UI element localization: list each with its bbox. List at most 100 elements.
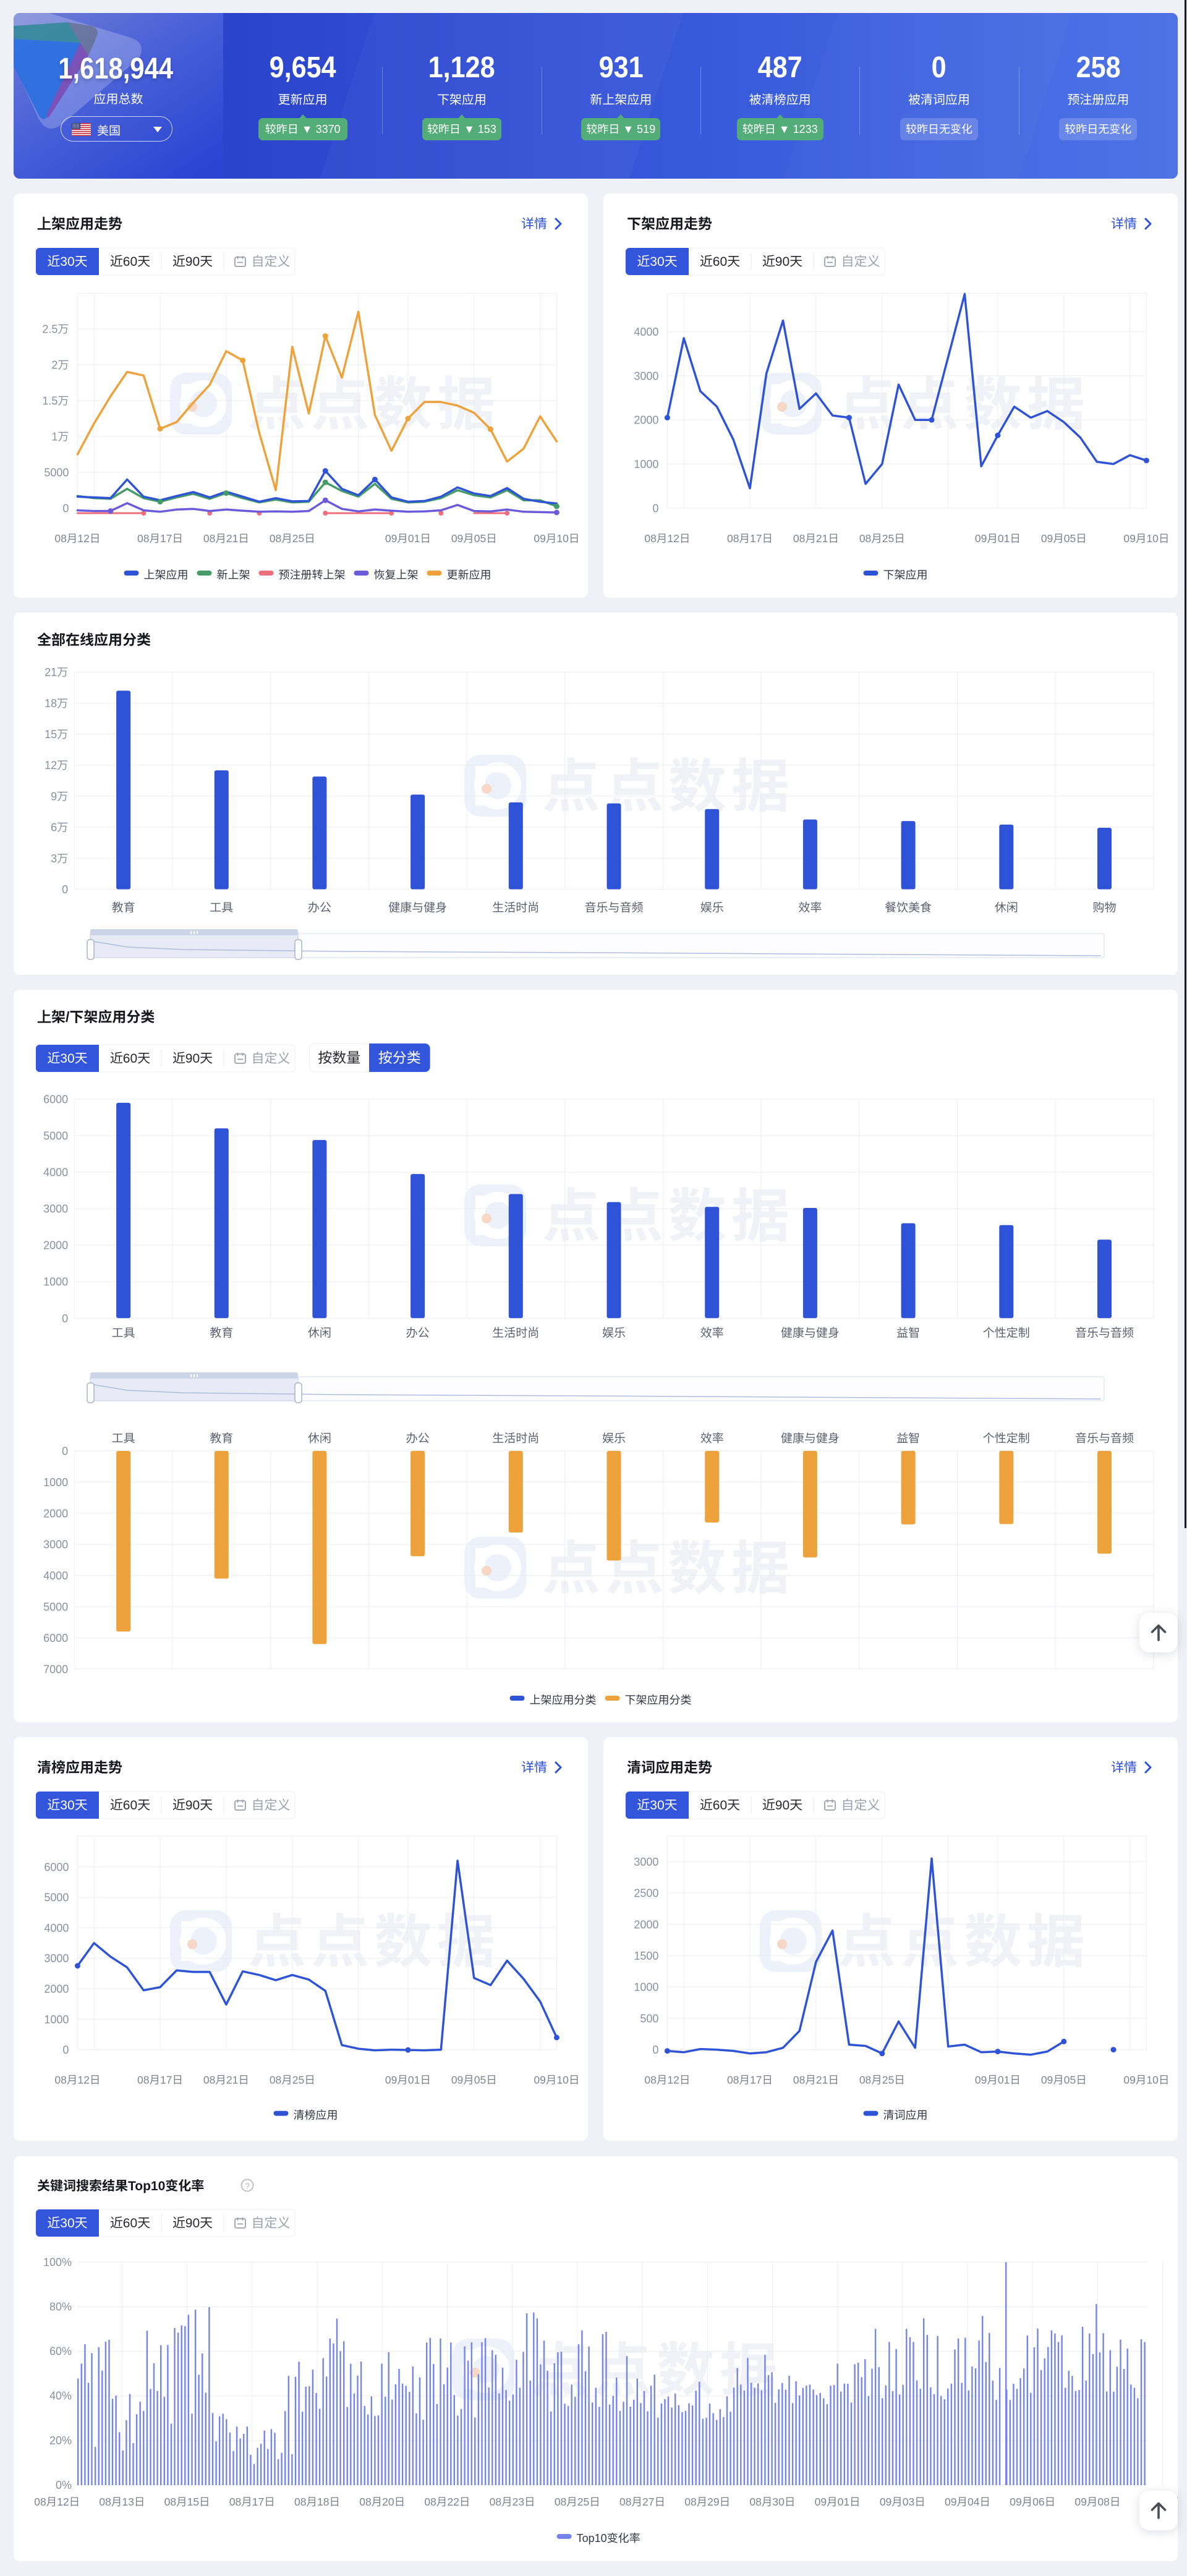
svg-text:下架应用分类: 下架应用分类 bbox=[625, 1694, 692, 1706]
svg-text:08月30日: 08月30日 bbox=[749, 2496, 795, 2508]
svg-text:近60天: 近60天 bbox=[700, 1798, 740, 1813]
svg-text:09月04日: 09月04日 bbox=[945, 2496, 990, 2508]
svg-text:教育: 教育 bbox=[210, 1432, 233, 1445]
svg-text:休闲: 休闲 bbox=[995, 902, 1018, 915]
svg-text:近30天: 近30天 bbox=[637, 255, 677, 269]
svg-text:自定义: 自定义 bbox=[841, 255, 880, 269]
svg-text:2000: 2000 bbox=[44, 1983, 69, 1996]
svg-text:Top10变化率: Top10变化率 bbox=[577, 2532, 640, 2544]
svg-text:2000: 2000 bbox=[43, 1239, 68, 1252]
svg-text:近60天: 近60天 bbox=[110, 1798, 150, 1813]
svg-text:0: 0 bbox=[652, 2044, 658, 2056]
svg-text:4000: 4000 bbox=[43, 1167, 68, 1179]
svg-text:09月05日: 09月05日 bbox=[451, 532, 497, 545]
svg-text:详情: 详情 bbox=[521, 1761, 547, 1775]
svg-text:生活时尚: 生活时尚 bbox=[492, 902, 539, 915]
svg-text:0: 0 bbox=[62, 1445, 68, 1458]
svg-text:6000: 6000 bbox=[43, 1632, 68, 1644]
svg-text:点点数据: 点点数据 bbox=[838, 1910, 1090, 1975]
svg-text:7000: 7000 bbox=[43, 1663, 68, 1675]
svg-text:09月10日: 09月10日 bbox=[1123, 532, 1169, 545]
svg-text:1.5万: 1.5万 bbox=[42, 395, 69, 407]
svg-text:关键词搜索结果Top10变化率: 关键词搜索结果Top10变化率 bbox=[37, 2179, 204, 2193]
svg-text:09月05日: 09月05日 bbox=[1041, 532, 1087, 545]
svg-text:音乐与音频: 音乐与音频 bbox=[1075, 1432, 1134, 1445]
svg-text:点点数据: 点点数据 bbox=[838, 372, 1090, 437]
svg-text:09月01日: 09月01日 bbox=[975, 532, 1021, 545]
svg-text:休闲: 休闲 bbox=[308, 1432, 331, 1445]
svg-text:09月06日: 09月06日 bbox=[1010, 2496, 1055, 2508]
svg-text:健康与健身: 健康与健身 bbox=[781, 1326, 840, 1340]
svg-text:健康与健身: 健康与健身 bbox=[781, 1432, 840, 1445]
svg-text:100%: 100% bbox=[43, 2256, 72, 2268]
svg-text:近30天: 近30天 bbox=[47, 1052, 87, 1066]
svg-text:自定义: 自定义 bbox=[252, 255, 291, 269]
svg-text:自定义: 自定义 bbox=[252, 2216, 291, 2230]
svg-text:08月17日: 08月17日 bbox=[229, 2496, 275, 2508]
svg-text:09月10日: 09月10日 bbox=[1123, 2074, 1169, 2086]
svg-text:1500: 1500 bbox=[634, 1950, 658, 1962]
svg-text:08月21日: 08月21日 bbox=[203, 532, 249, 545]
svg-text:5000: 5000 bbox=[44, 1892, 69, 1904]
svg-text:1000: 1000 bbox=[43, 1276, 68, 1288]
svg-text:0: 0 bbox=[62, 503, 69, 515]
svg-text:恢复上架: 恢复上架 bbox=[374, 569, 419, 581]
svg-text:08月25日: 08月25日 bbox=[555, 2496, 600, 2508]
svg-text:音乐与音频: 音乐与音频 bbox=[584, 901, 643, 915]
svg-text:近90天: 近90天 bbox=[762, 1798, 802, 1813]
svg-text:09月01日: 09月01日 bbox=[975, 2074, 1021, 2086]
svg-text:娱乐: 娱乐 bbox=[602, 1327, 626, 1340]
svg-text:详情: 详情 bbox=[1111, 1761, 1137, 1775]
svg-text:5000: 5000 bbox=[43, 1601, 68, 1613]
svg-text:3000: 3000 bbox=[43, 1539, 68, 1551]
svg-text:80%: 80% bbox=[49, 2300, 72, 2313]
svg-text:40%: 40% bbox=[49, 2390, 72, 2402]
svg-text:08月29日: 08月29日 bbox=[684, 2496, 730, 2508]
svg-text:2000: 2000 bbox=[634, 1918, 658, 1931]
svg-text:个性定制: 个性定制 bbox=[983, 1432, 1030, 1445]
svg-text:效率: 效率 bbox=[700, 1432, 724, 1445]
svg-text:教育: 教育 bbox=[210, 1326, 233, 1340]
svg-text:09月05日: 09月05日 bbox=[451, 2074, 497, 2086]
svg-text:2000: 2000 bbox=[43, 1507, 68, 1520]
svg-text:工具: 工具 bbox=[210, 902, 233, 915]
svg-text:08月21日: 08月21日 bbox=[793, 2074, 839, 2086]
svg-text:上架应用分类: 上架应用分类 bbox=[530, 1694, 597, 1706]
svg-text:12万: 12万 bbox=[45, 759, 68, 772]
svg-text:新上架: 新上架 bbox=[217, 569, 250, 581]
svg-text:21万: 21万 bbox=[45, 666, 68, 679]
svg-text:08月23日: 08月23日 bbox=[490, 2496, 535, 2508]
svg-text:效率: 效率 bbox=[700, 1326, 724, 1340]
svg-text:3000: 3000 bbox=[44, 1952, 69, 1965]
svg-text:点点数据: 点点数据 bbox=[248, 1910, 500, 1975]
svg-text:9万: 9万 bbox=[51, 790, 68, 802]
svg-text:3000: 3000 bbox=[634, 370, 658, 382]
svg-text:详情: 详情 bbox=[1111, 217, 1137, 231]
svg-text:08月25日: 08月25日 bbox=[270, 532, 315, 545]
svg-text:2000: 2000 bbox=[634, 414, 658, 427]
svg-text:08月12日: 08月12日 bbox=[644, 2074, 690, 2086]
svg-text:08月25日: 08月25日 bbox=[270, 2074, 315, 2086]
svg-text:4000: 4000 bbox=[44, 1922, 69, 1934]
svg-text:娱乐: 娱乐 bbox=[700, 902, 724, 915]
svg-text:益智: 益智 bbox=[896, 1432, 920, 1445]
svg-text:08月12日: 08月12日 bbox=[34, 2496, 80, 2508]
svg-text:08月22日: 08月22日 bbox=[424, 2496, 470, 2508]
svg-text:6000: 6000 bbox=[44, 1861, 69, 1873]
svg-text:500: 500 bbox=[640, 2012, 658, 2025]
svg-text:近30天: 近30天 bbox=[637, 1798, 677, 1813]
svg-text:办公: 办公 bbox=[406, 1432, 430, 1445]
svg-text:餐饮美食: 餐饮美食 bbox=[885, 901, 932, 915]
svg-text:08月15日: 08月15日 bbox=[164, 2496, 210, 2508]
svg-text:0: 0 bbox=[652, 503, 658, 515]
svg-text:3000: 3000 bbox=[634, 1856, 658, 1868]
svg-text:08月17日: 08月17日 bbox=[137, 2074, 183, 2086]
svg-text:办公: 办公 bbox=[406, 1327, 430, 1340]
svg-text:清词应用: 清词应用 bbox=[883, 2109, 928, 2122]
svg-text:1万: 1万 bbox=[51, 431, 69, 443]
svg-text:办公: 办公 bbox=[308, 902, 331, 915]
svg-text:清榜应用走势: 清榜应用走势 bbox=[37, 1759, 122, 1775]
svg-text:09月01日: 09月01日 bbox=[385, 2074, 431, 2086]
svg-text:音乐与音频: 音乐与音频 bbox=[1075, 1326, 1134, 1340]
svg-text:近60天: 近60天 bbox=[110, 2216, 150, 2230]
